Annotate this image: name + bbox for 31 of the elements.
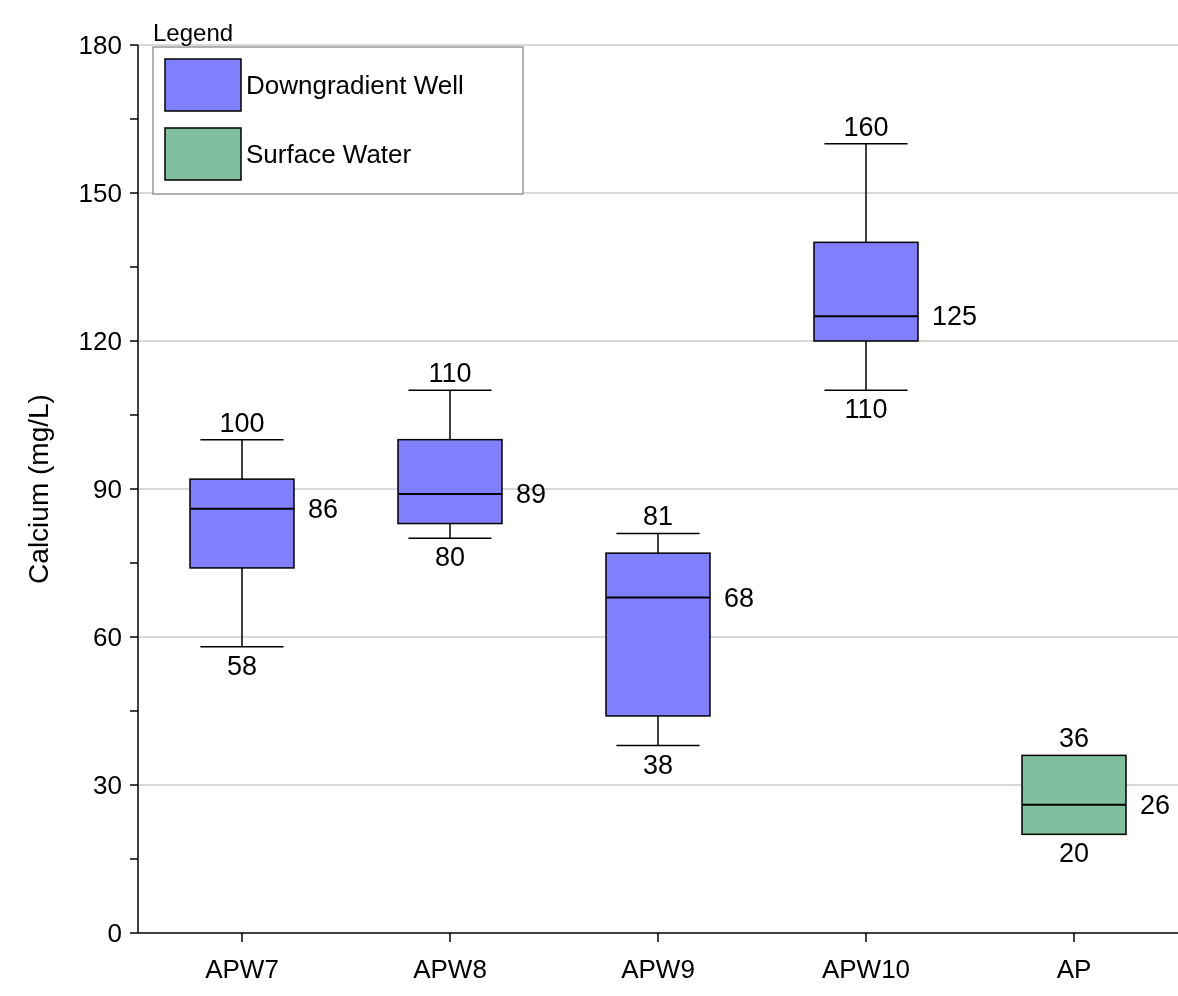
y-tick-label: 120	[78, 326, 122, 356]
y-tick-label: 60	[93, 622, 122, 652]
annotation: 81	[642, 501, 674, 532]
y-tick-label: 150	[78, 178, 122, 208]
annotation: 20	[1058, 838, 1090, 869]
annotation: 89	[516, 478, 547, 509]
x-tick-label: APW8	[413, 954, 487, 984]
legend-label: Downgradient Well	[246, 70, 464, 100]
legend-title: Legend	[153, 19, 234, 46]
annotation: 36	[1058, 723, 1090, 754]
annotation: 86	[308, 493, 339, 524]
y-tick-label: 180	[78, 30, 122, 60]
x-tick-label: AP	[1056, 954, 1092, 984]
annotation: 100	[219, 407, 265, 438]
y-tick-label: 30	[93, 770, 122, 800]
y-axis-title: Calcium (mg/L)	[23, 394, 54, 584]
annotation: 38	[642, 749, 674, 780]
y-tick-label: 0	[107, 918, 122, 948]
annotation: 58	[226, 650, 258, 681]
x-tick-label: APW7	[205, 954, 279, 984]
annotation: 160	[843, 111, 889, 142]
x-tick-label: APW9	[621, 954, 695, 984]
annotation: 110	[844, 394, 888, 425]
legend-label: Surface Water	[246, 139, 412, 169]
x-tick-label: APW10	[821, 954, 911, 984]
annotation: 26	[1140, 789, 1171, 820]
annotation: 68	[724, 582, 755, 613]
annotation: 110	[428, 358, 472, 389]
annotation: 125	[932, 301, 978, 332]
y-tick-label: 90	[93, 474, 122, 504]
annotation: 80	[434, 542, 466, 573]
